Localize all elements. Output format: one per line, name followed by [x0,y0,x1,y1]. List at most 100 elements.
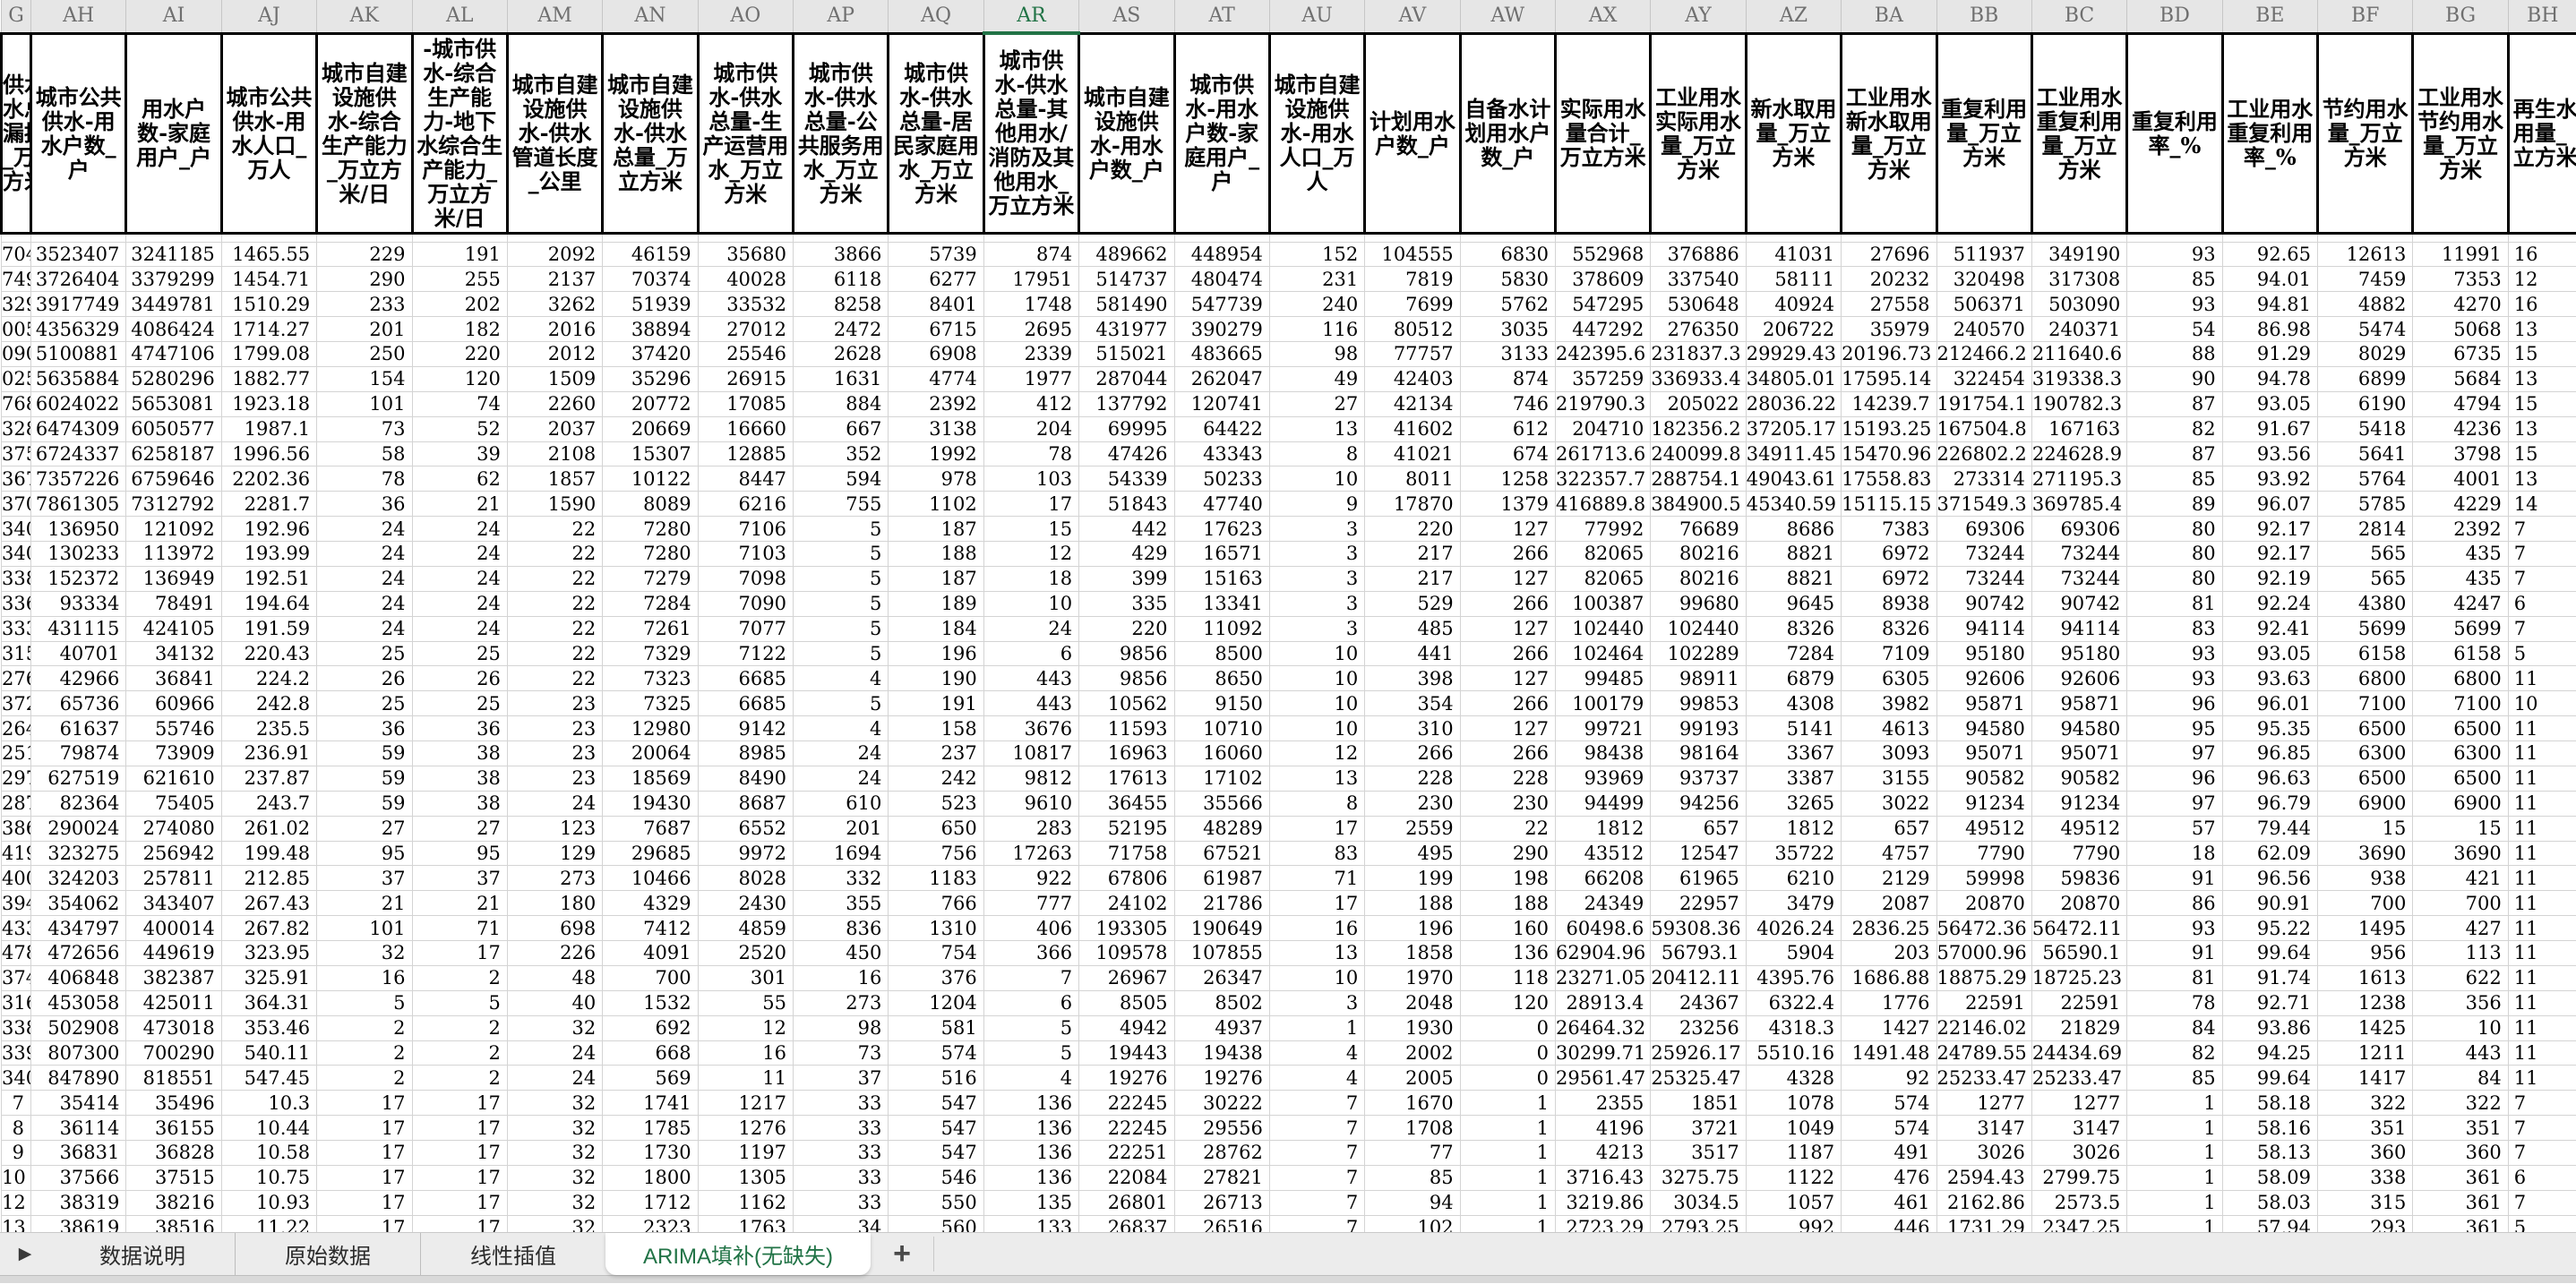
empty-cell[interactable] [125,232,222,243]
cell[interactable]: 5 [983,1014,1080,1041]
cell[interactable]: 199 [1364,865,1461,892]
cell[interactable]: 8258 [792,291,889,318]
cell[interactable]: 17 [411,1140,508,1166]
cell[interactable]: 87 [2126,390,2223,417]
cell[interactable]: 6685 [697,665,794,692]
cell[interactable]: 42966 [30,665,127,692]
cell[interactable]: 78 [316,466,413,492]
cell[interactable]: 5699 [2412,615,2509,642]
cell[interactable]: 57 [2126,815,2223,842]
cell[interactable]: 12 [2507,266,2576,293]
cell[interactable]: 884 [792,390,889,417]
cell[interactable]: 93737 [1650,765,1747,792]
cell[interactable]: 20870 [1936,890,2032,917]
cell[interactable]: 77 [1364,1140,1461,1166]
cell[interactable]: 3 [1268,590,1366,617]
cell[interactable]: 399 [1078,565,1175,592]
cell[interactable]: 56472.36 [1936,915,2032,941]
cell[interactable]: 4 [983,1065,1080,1091]
cell[interactable]: 76689 [1650,516,1747,542]
cell[interactable]: 343407 [125,890,222,917]
cell[interactable]: 80216 [1650,565,1747,592]
cell[interactable]: 16660 [697,415,794,442]
cell[interactable]: 37420 [602,341,699,367]
cell[interactable]: 6 [2507,590,2576,617]
cell[interactable]: 3138 [888,415,984,442]
cell[interactable]: 17 [316,1189,413,1216]
cell[interactable]: 7412 [602,915,699,941]
cell[interactable]: 51843 [1078,491,1175,518]
cell[interactable]: 97 [2126,740,2223,766]
cell[interactable]: 1162 [697,1189,794,1216]
cell[interactable]: 7459 [2316,266,2414,293]
cell[interactable]: 4229 [2412,491,2509,518]
cell[interactable]: 514737 [1078,266,1175,293]
cell[interactable]: 5 [411,989,508,1016]
cell[interactable]: 441 [1364,640,1461,667]
cell[interactable]: 17085 [697,390,794,417]
cell[interactable]: 1708 [1364,1115,1461,1141]
cell[interactable]: 35979 [1841,316,1937,342]
column-letter-AR[interactable]: AR [983,0,1080,35]
cell[interactable]: 421 [2412,865,2509,892]
cell[interactable]: 529 [1364,590,1461,617]
cell[interactable]: 24 [506,1040,604,1066]
cell[interactable]: 193.99 [220,541,318,567]
cell[interactable]: 267.43 [220,890,318,917]
cell[interactable]: 32 [506,1140,604,1166]
cell[interactable]: 136950 [30,516,127,542]
cell[interactable]: 13 [1268,765,1366,792]
cell[interactable]: 137792 [1078,390,1175,417]
cell[interactable]: 506371 [1936,291,2032,318]
cell[interactable]: 10817 [983,740,1080,766]
cell[interactable]: 354 [1364,690,1461,717]
cell[interactable]: 3147 [1936,1115,2032,1141]
cell[interactable]: 102440 [1650,615,1747,642]
cell[interactable]: 384900.5 [1650,491,1747,518]
cell[interactable]: 3944 [1,890,31,917]
cell[interactable]: 4086424 [125,316,222,342]
cell[interactable]: 182 [411,316,508,342]
cell[interactable]: 90.91 [2221,890,2319,917]
cell[interactable]: 99.64 [2221,1065,2319,1091]
cell[interactable]: 22 [506,615,604,642]
cell[interactable]: 1 [2126,1164,2223,1191]
header-cell-AI[interactable]: 用水户数-家庭用户_户 [125,31,223,235]
empty-cell[interactable] [2031,232,2128,243]
cell[interactable]: 515021 [1078,341,1175,367]
cell[interactable]: 322 [2316,1090,2414,1117]
cell[interactable]: 36 [316,491,413,518]
cell[interactable]: 59 [316,740,413,766]
empty-cell[interactable] [2126,232,2223,243]
cell[interactable]: 8500 [1173,640,1270,667]
cell[interactable]: 101 [316,390,413,417]
cell[interactable]: 8 [1,1115,31,1141]
cell[interactable]: 1057 [1745,1189,1842,1216]
cell[interactable]: 32 [506,1189,604,1216]
cell[interactable]: 1 [1459,1189,1557,1216]
cell[interactable]: 283 [983,815,1080,842]
cell[interactable]: 354062 [30,890,127,917]
cell[interactable]: 7 [2507,615,2576,642]
cell[interactable]: 12 [1,1189,31,1216]
cell[interactable]: 7 [2507,565,2576,592]
cell[interactable]: 188 [1364,890,1461,917]
cell[interactable]: 8505 [1078,989,1175,1016]
empty-cell[interactable] [1078,232,1175,243]
header-cell-AR[interactable]: 城市供水-供水总量-其他用水/消防及其他用水_万立方米 [982,31,1081,235]
cell[interactable]: 7261 [602,615,699,642]
cell[interactable]: 8938 [1841,590,1937,617]
cell[interactable]: 874 [1459,365,1557,392]
cell[interactable]: 5 [792,690,889,717]
cell[interactable]: 1730 [602,1140,699,1166]
cell[interactable]: 261713.6 [1554,441,1652,467]
cell[interactable]: 85 [1364,1164,1461,1191]
cell[interactable]: 24102 [1078,890,1175,917]
cell[interactable]: 4613 [1841,715,1937,741]
cell[interactable]: 191754.1 [1936,390,2032,417]
cell[interactable]: 26 [411,665,508,692]
tab-scroll-right-icon[interactable]: ▶ [18,1245,32,1263]
cell[interactable]: 11 [697,1065,794,1091]
cell[interactable]: 287044 [1078,365,1175,392]
header-cell-AQ[interactable]: 城市供水-供水总量-居民家庭用水_万立方米 [887,31,985,235]
